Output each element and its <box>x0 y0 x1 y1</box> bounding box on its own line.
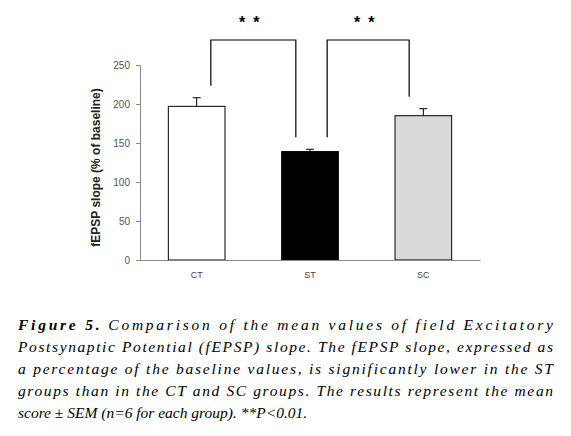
y-tick-label: 150 <box>113 138 130 149</box>
caption-text: Comparison of the mean values of field E… <box>108 316 553 333</box>
error-bar <box>193 98 201 107</box>
significance-bracket: ** <box>327 14 409 137</box>
caption-line: Figure 5. Comparison of the mean values o… <box>17 316 553 333</box>
caption-line: a percentage of the baseline values, is … <box>18 360 554 377</box>
x-tick-label: SC <box>417 270 430 280</box>
y-tick-label: 200 <box>113 99 130 110</box>
y-axis-line <box>136 66 141 261</box>
x-tick: CT <box>191 260 203 280</box>
significance-bracket: ** <box>211 14 296 137</box>
y-tick: 0 <box>124 255 140 266</box>
x-tick: SC <box>417 260 430 280</box>
chart: 0 50 100 150 200 250 CT ST SC fEPSP slope (% of b… <box>0 0 571 436</box>
error-stem <box>196 98 197 107</box>
caption-line: groups than in the CT and SC groups. The… <box>18 382 553 399</box>
y-tick: 100 <box>113 177 140 188</box>
y-tick: 150 <box>113 138 140 149</box>
y-tick-label: 50 <box>119 216 131 227</box>
y-tick-mark <box>136 143 140 144</box>
caption-text: Postsynaptic Potential (fEPSP) slope. Th… <box>17 338 553 356</box>
bracket-line <box>327 40 409 137</box>
caption-label: Figure 5. <box>17 316 100 333</box>
error-bar <box>419 109 427 116</box>
y-tick-label: 0 <box>124 255 130 266</box>
error-bar <box>306 149 314 151</box>
y-tick-mark <box>136 65 140 66</box>
marks <box>168 98 451 260</box>
y-axis-title: fEPSP slope (% of baseline) <box>89 88 103 246</box>
significance-label: ** <box>239 14 267 31</box>
y-axis: 0 50 100 150 200 250 <box>113 60 140 266</box>
y-tick: 200 <box>113 99 140 110</box>
y-tick-mark <box>136 221 140 222</box>
caption-line: score ± SEM (n=6 for each group). **P<0.… <box>18 404 307 422</box>
caption-line: Postsynaptic Potential (fEPSP) slope. Th… <box>17 338 553 356</box>
bar <box>395 116 452 260</box>
error-cap <box>306 149 314 150</box>
significance-label: ** <box>354 14 382 31</box>
error-cap <box>419 108 427 109</box>
y-tick: 50 <box>119 216 140 227</box>
x-axis-line <box>141 260 481 261</box>
x-tick-label: ST <box>304 270 316 280</box>
x-tick: ST <box>304 260 316 280</box>
caption-text: score ± SEM (n=6 for each group). **P<0.… <box>18 404 307 422</box>
y-tick-label: 250 <box>113 60 130 71</box>
bar <box>168 106 225 260</box>
error-stem <box>423 109 424 116</box>
caption-text: groups than in the CT and SC groups. The… <box>18 382 553 399</box>
y-tick-mark <box>136 104 140 105</box>
bar <box>282 152 339 260</box>
y-tick-mark <box>136 260 140 261</box>
caption-text: a percentage of the baseline values, is … <box>18 360 554 377</box>
error-cap <box>193 97 201 98</box>
y-tick: 250 <box>113 60 140 71</box>
y-tick-mark <box>136 182 140 183</box>
x-axis: CT ST SC <box>141 260 481 280</box>
x-tick-label: CT <box>191 270 203 280</box>
bracket-line <box>211 40 296 137</box>
y-tick-label: 100 <box>113 177 130 188</box>
